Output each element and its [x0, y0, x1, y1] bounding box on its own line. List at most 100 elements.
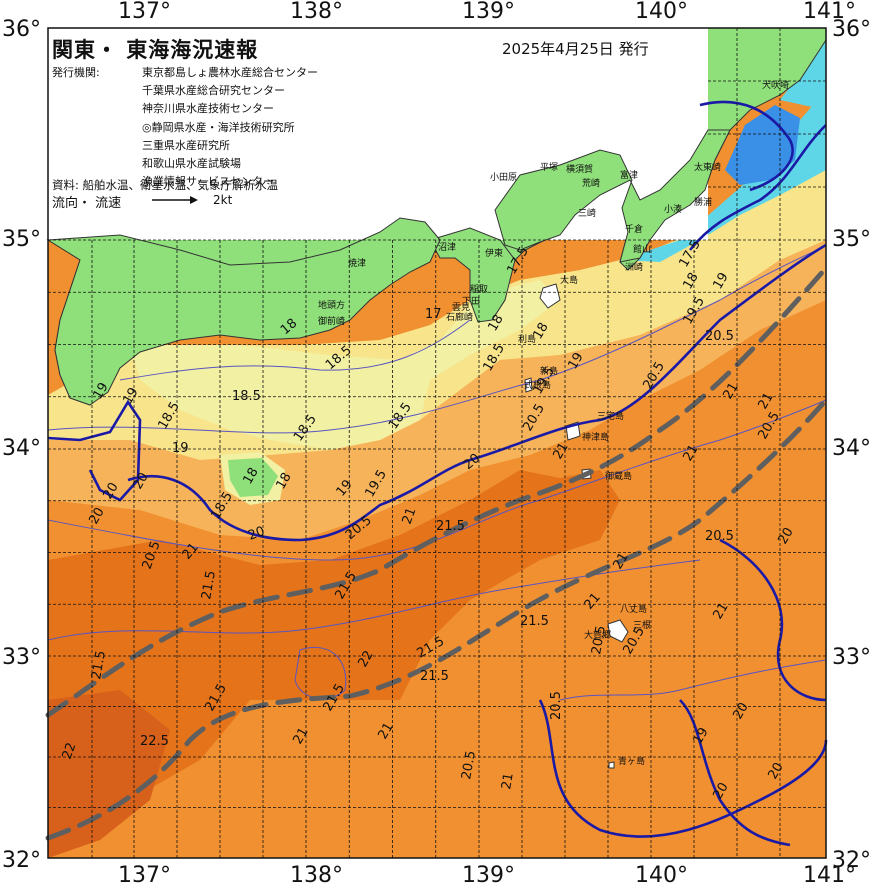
- island-oshima: [539, 283, 561, 309]
- place-label: 横須賀: [566, 163, 593, 175]
- isotherm-value-label: 19: [710, 270, 731, 292]
- institution-item: 東京都島しょ農林水産総合センター: [142, 66, 318, 79]
- lat-label-34-left: 34°: [2, 436, 41, 461]
- isotherm-value-label: 21: [610, 550, 631, 572]
- place-label: 新島: [540, 365, 558, 377]
- isotherm-value-label: 20.5: [705, 529, 734, 544]
- place-label: 三崎: [578, 207, 596, 219]
- isotherm-value-label: 18: [485, 312, 506, 334]
- isotherm-value-label: 18: [273, 470, 294, 492]
- lat-label-34-right: 34°: [832, 436, 871, 461]
- place-label: 千倉: [625, 223, 643, 235]
- isotherm-value-label: 21.5: [436, 519, 465, 534]
- lat-label-35-right: 35°: [832, 227, 871, 252]
- place-label: 青ヶ島: [618, 755, 645, 767]
- cool-patch-island: [228, 458, 278, 497]
- cold-temp-zone: [130, 280, 560, 450]
- isotherm-value-label: 20.5: [589, 625, 609, 656]
- isotherm-value-label: 21: [710, 600, 731, 622]
- island-niijima: [524, 377, 533, 393]
- isotherm-value-label: 19: [120, 385, 141, 407]
- lat-lon-grid: [48, 28, 826, 858]
- lon-label-141-bottom: 141°: [803, 863, 856, 888]
- isotherm-value-label: 18.5: [232, 389, 261, 404]
- place-label: 平塚: [540, 162, 558, 173]
- place-label: 式根島: [524, 379, 551, 391]
- isotherm-value-label: 21.5: [520, 614, 549, 629]
- lon-label-140-bottom: 140°: [635, 863, 688, 888]
- institution-item: 漁業情報サービスセンター: [142, 175, 274, 189]
- isotherm-value-label: 18: [530, 320, 551, 342]
- place-label: 富津: [620, 169, 638, 181]
- place-label: 地頭方: [318, 299, 345, 311]
- isotherm-bold-lines: [47, 100, 828, 847]
- place-label: 八丈島: [620, 603, 647, 615]
- lon-label-138-top: 138°: [290, 0, 343, 24]
- place-label: 稲取: [470, 283, 488, 295]
- place-label: 沼津: [438, 242, 456, 253]
- isotherm-value-label: 20: [710, 780, 731, 802]
- place-label: 利島: [518, 333, 536, 345]
- isotherm-value-label: 22: [60, 741, 80, 762]
- flow-legend-arrow: [152, 196, 198, 204]
- isotherm-value-label: 21.5: [89, 650, 109, 681]
- lon-label-139-bottom: 139°: [462, 863, 515, 888]
- isotherm-value-label: 18: [240, 465, 261, 487]
- isotherm-value-label: 21: [755, 390, 776, 412]
- place-label: 犬吠埼: [762, 79, 789, 91]
- isotherm-value-label: 20.5: [705, 329, 734, 344]
- place-label: 三根: [633, 619, 651, 631]
- place-label: 大賀郷: [584, 629, 611, 641]
- lat-label-32-right: 32°: [832, 848, 871, 873]
- institutions-block: 発行機関: 東京都島しょ農林水産総合センター 千葉県水産総合研究センター 神奈川…: [52, 64, 318, 191]
- institutions-list: 東京都島しょ農林水産総合センター 千葉県水産総合研究センター 神奈川県水産技術セ…: [52, 64, 318, 191]
- lat-label-36-right: 36°: [832, 17, 871, 42]
- island-hachijo: [607, 619, 629, 643]
- isotherm-value-label: 21: [550, 440, 571, 462]
- place-label: 大島: [560, 274, 578, 286]
- map-title: 関東・ 東海海況速報: [52, 38, 259, 62]
- isotherm-value-label: 21: [680, 442, 701, 464]
- lat-label-36-left: 36°: [2, 17, 41, 42]
- island-aogashima: [608, 761, 615, 769]
- isotherm-value-label: 21: [720, 380, 741, 402]
- lon-label-137-bottom: 137°: [118, 863, 171, 888]
- lon-label-137-top: 137°: [118, 0, 171, 24]
- flow-legend-unit: 2kt: [213, 193, 233, 207]
- land-sagami-kanto: [494, 129, 731, 263]
- isotherm-value-label: 21: [375, 720, 396, 742]
- warm-core-zone: [48, 470, 620, 840]
- isotherm-value-label: 21: [290, 725, 311, 747]
- isotherm-value-label: 20: [130, 470, 151, 492]
- place-label: 下田: [462, 296, 480, 307]
- land-izu-peninsula: [429, 227, 516, 323]
- isotherm-value-label: 22.5: [140, 734, 169, 749]
- isotherm-value-label: 19: [90, 380, 111, 402]
- data-source: 資料: 船舶水温、衛星水温、気象庁解析水温: [52, 178, 279, 192]
- institutions-label: 発行機関:: [52, 66, 100, 79]
- institution-item: ◎静岡県水産・海洋技術研究所: [142, 120, 295, 134]
- isotherm-value-label: 20: [765, 760, 786, 782]
- land-shizuoka-coast: [46, 217, 441, 406]
- place-label: 御蔵島: [605, 470, 632, 482]
- institution-item: 神奈川県水産技術センター: [142, 102, 274, 116]
- issue-date: 2025年4月25日 発行: [502, 40, 649, 58]
- isotherm-value-label: 19: [690, 725, 711, 747]
- map-frame: [47, 27, 827, 859]
- isotherm-value-label: 20.5: [549, 691, 564, 720]
- place-label: 三宅島: [597, 410, 624, 422]
- warm-south-west-zone: [48, 690, 170, 858]
- place-label: 館山: [633, 243, 651, 255]
- lat-label-33-left: 33°: [2, 645, 41, 670]
- institution-item: 千葉県水産総合研究センター: [142, 84, 285, 98]
- isotherm-value-label: 21: [499, 772, 517, 791]
- place-label: 勝浦: [694, 196, 712, 208]
- lat-label-32-left: 32°: [2, 848, 41, 873]
- place-label: 焼津: [348, 258, 366, 269]
- isotherm-value-label: 18: [680, 270, 701, 292]
- place-label: 神津島: [582, 431, 609, 443]
- lon-label-141-top: 141°: [803, 0, 856, 24]
- isotherm-value-label: 19: [172, 441, 189, 456]
